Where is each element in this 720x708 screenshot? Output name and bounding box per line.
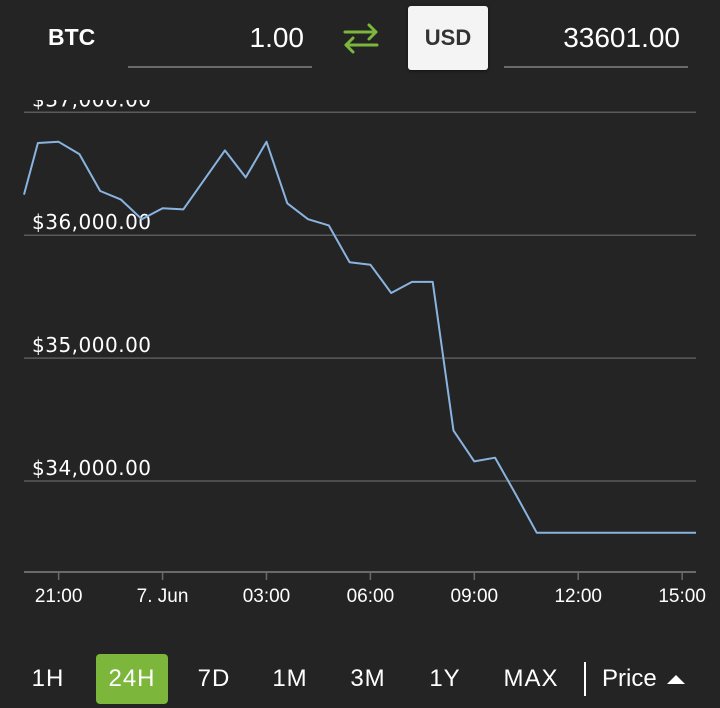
from-currency-label: BTC (48, 24, 96, 50)
range-button-1y[interactable]: 1Y (429, 665, 461, 692)
x-tick-label: 7. Jun (137, 586, 189, 607)
to-amount-input[interactable]: 33601.00 (504, 10, 688, 68)
range-button-7d[interactable]: 7D (197, 665, 231, 692)
x-tick-label: 21:00 (35, 586, 83, 607)
x-tick-label: 06:00 (347, 586, 395, 607)
metric-label: Price (602, 665, 657, 692)
y-axis-labels: $37,000.00 $36,000.00 $35,000.00 $34,000.00 (32, 100, 152, 480)
time-range-selector: 1H 24H 7D 1M 3M 1Y MAX Price (0, 650, 720, 708)
price-series (23, 140, 696, 534)
swap-arrows-icon (343, 23, 379, 54)
range-button-max[interactable]: MAX (503, 665, 559, 692)
x-tick-label: 15:00 (658, 586, 706, 607)
range-button-24h[interactable]: 24H (96, 654, 168, 704)
swap-button[interactable] (340, 18, 382, 58)
from-amount-input[interactable]: 1.00 (128, 10, 312, 68)
y-tick-label: $37,000.00 (32, 100, 152, 111)
y-tick-label: $36,000.00 (32, 210, 152, 234)
metric-dropdown[interactable]: Price (602, 654, 685, 704)
range-divider (584, 662, 586, 696)
price-chart[interactable]: $37,000.00 $36,000.00 $35,000.00 $34,000.00… (0, 100, 720, 620)
triangle-up-icon (666, 673, 685, 685)
x-tick-label: 09:00 (451, 586, 499, 607)
range-button-1m[interactable]: 1M (272, 665, 308, 692)
currency-converter: BTC 1.00 USD 33601.00 (0, 0, 720, 80)
x-tick-label: 03:00 (243, 586, 291, 607)
y-tick-label: $34,000.00 (32, 456, 152, 480)
chart-gridlines (24, 111, 696, 580)
range-button-3m[interactable]: 3M (350, 665, 386, 692)
to-currency-button[interactable]: USD (408, 6, 488, 70)
x-axis-labels: 21:007. Jun03:0006:0009:0012:0015:0018:0… (35, 586, 706, 607)
price-line (23, 140, 696, 534)
x-tick-label: 12:00 (554, 586, 602, 607)
y-tick-label: $35,000.00 (32, 333, 152, 357)
range-button-1h[interactable]: 1H (31, 665, 65, 692)
